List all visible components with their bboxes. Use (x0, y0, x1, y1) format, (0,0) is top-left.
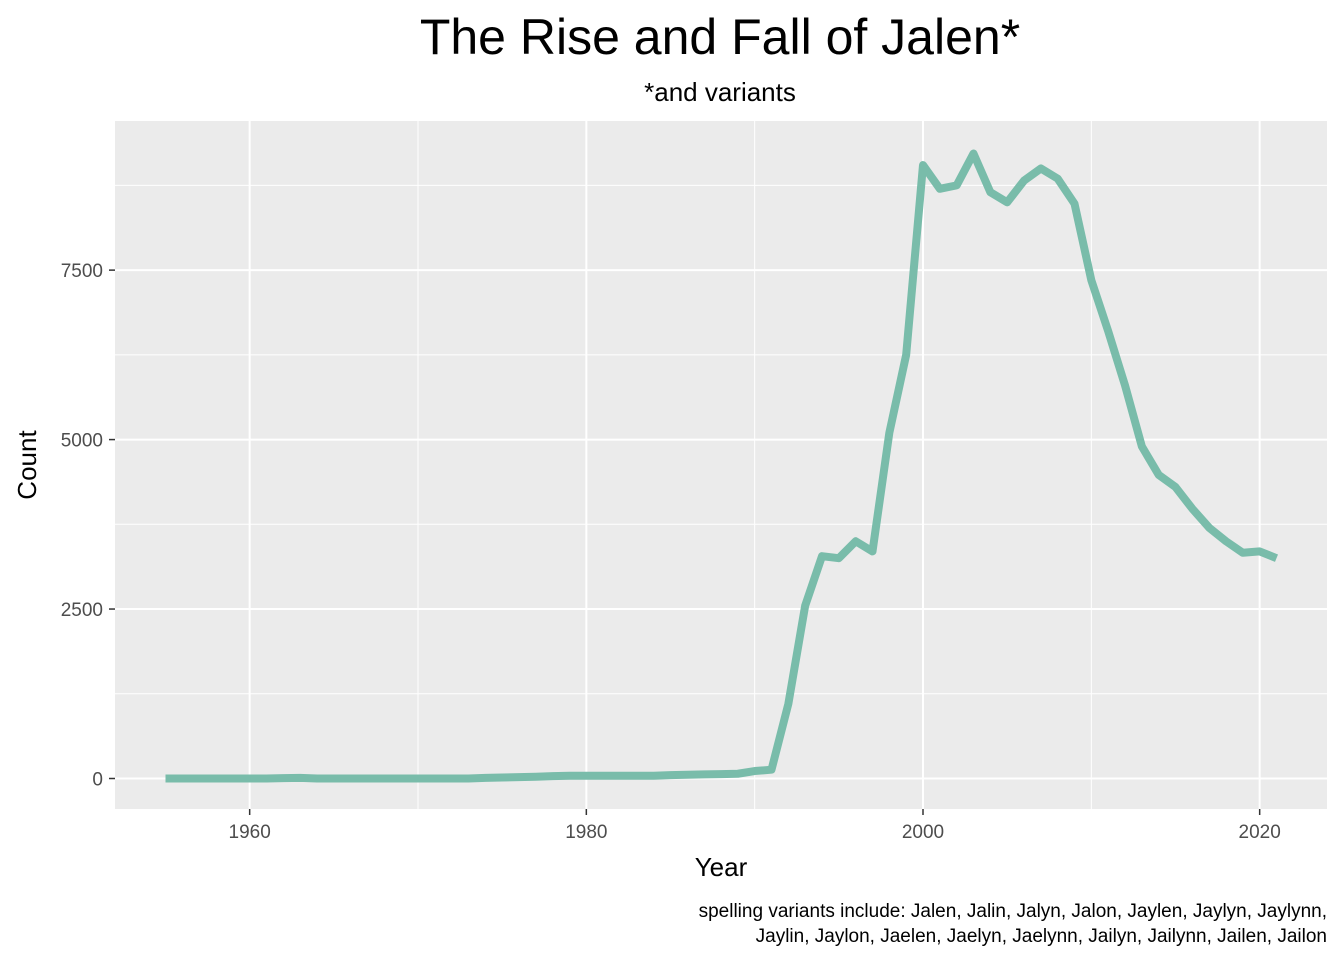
data-point (852, 537, 860, 545)
data-point (532, 773, 540, 781)
data-point (498, 773, 506, 781)
minor-gridlines (115, 121, 1327, 809)
data-point (970, 150, 978, 158)
data-point (313, 774, 321, 782)
data-point (633, 772, 641, 780)
data-point (1037, 164, 1045, 172)
data-point (683, 771, 691, 779)
data-point (1121, 381, 1129, 389)
data-point (734, 770, 742, 778)
data-point (431, 774, 439, 782)
data-point (380, 774, 388, 782)
data-point (414, 774, 422, 782)
data-point (330, 774, 338, 782)
data-point (1155, 471, 1163, 479)
data-point (229, 774, 237, 782)
data-point (717, 770, 725, 778)
data-point (818, 552, 826, 560)
data-point (397, 774, 405, 782)
y-axis-ticks: 0 2500 5000 7500 (61, 261, 115, 790)
x-tick-label: 2000 (902, 822, 944, 843)
data-point (1256, 547, 1264, 555)
data-point (784, 700, 792, 708)
data-point (1104, 327, 1112, 335)
x-axis-title: Year (695, 852, 748, 882)
data-point (178, 774, 186, 782)
data-point (902, 351, 910, 359)
data-point (448, 774, 456, 782)
data-point (582, 772, 590, 780)
data-point (953, 181, 961, 189)
data-point (667, 771, 675, 779)
data-point (1020, 177, 1028, 185)
caption-line-1: spelling variants include: Jalen, Jalin,… (699, 901, 1327, 922)
data-point (1188, 505, 1196, 513)
data-point (1071, 200, 1079, 208)
data-point (465, 774, 473, 782)
data-point (1239, 549, 1247, 557)
data-point (279, 774, 287, 782)
data-point (212, 774, 220, 782)
data-point (986, 188, 994, 196)
data-point (1054, 175, 1062, 183)
y-tick-label: 0 (92, 769, 103, 790)
data-point (1273, 554, 1281, 562)
y-tick-label: 7500 (61, 261, 103, 282)
x-axis-ticks: 1960 1980 2000 2020 (229, 809, 1281, 843)
chart-subtitle: *and variants (644, 77, 796, 107)
data-point (1087, 276, 1095, 284)
data-point (835, 554, 843, 562)
data-point (515, 773, 523, 781)
y-axis-title: Count (12, 430, 42, 500)
x-tick-label: 2020 (1239, 822, 1281, 843)
data-point (162, 774, 170, 782)
data-point (1222, 537, 1230, 545)
data-point (549, 772, 557, 780)
plot-panel (115, 121, 1327, 809)
data-point (768, 766, 776, 774)
data-point (195, 774, 203, 782)
x-tick-label: 1960 (229, 822, 271, 843)
data-point (246, 774, 254, 782)
data-point (347, 774, 355, 782)
data-point (936, 185, 944, 193)
data-point (650, 772, 658, 780)
data-point (751, 767, 759, 775)
data-point (700, 770, 708, 778)
y-tick-label: 5000 (61, 431, 103, 452)
data-point (566, 772, 574, 780)
count-series-line (165, 149, 1278, 783)
data-point (481, 774, 489, 782)
data-point (1003, 198, 1011, 206)
data-point (296, 774, 304, 782)
data-point (1205, 524, 1213, 532)
data-point (1138, 442, 1146, 450)
data-point (801, 602, 809, 610)
data-point (599, 772, 607, 780)
data-point (616, 772, 624, 780)
data-point (263, 774, 271, 782)
caption-line-2: Jaylin, Jaylon, Jaelen, Jaelyn, Jaelynn,… (756, 926, 1327, 947)
data-point (1172, 483, 1180, 491)
x-tick-label: 1980 (565, 822, 607, 843)
data-point (919, 161, 927, 169)
data-point (364, 774, 372, 782)
data-point (885, 429, 893, 437)
y-tick-label: 2500 (61, 600, 103, 621)
chart-title: The Rise and Fall of Jalen* (420, 9, 1020, 65)
data-point (869, 547, 877, 555)
